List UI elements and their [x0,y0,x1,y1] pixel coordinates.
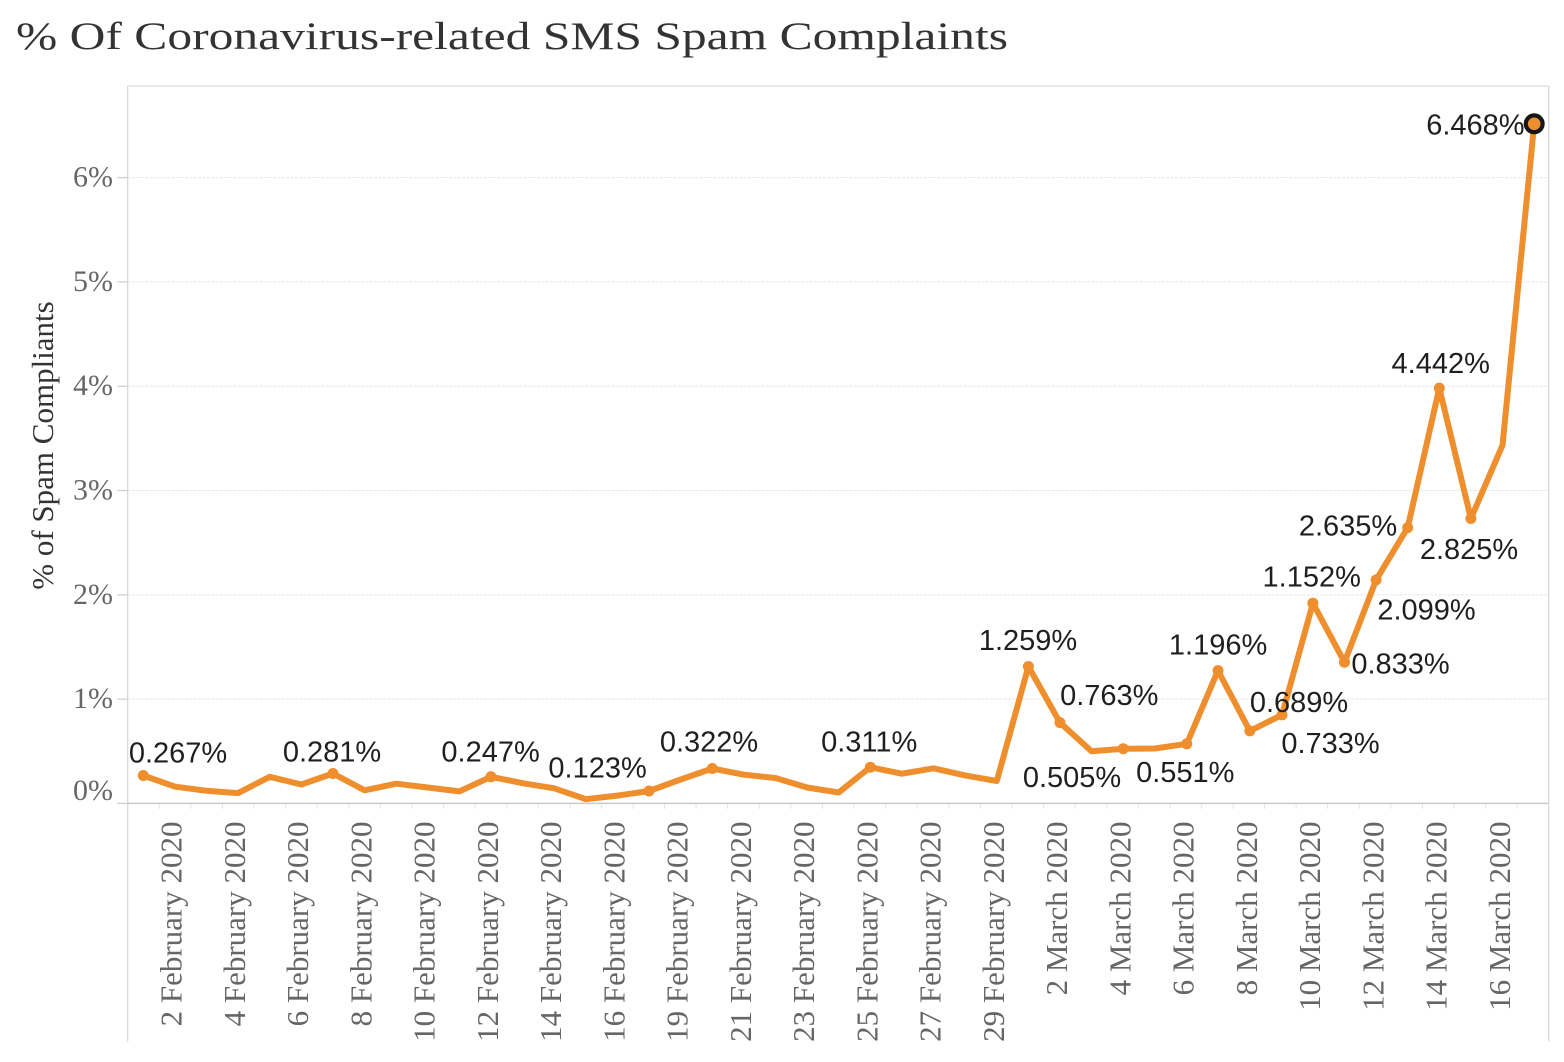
svg-text:0.281%: 0.281% [283,737,381,769]
svg-text:2.099%: 2.099% [1377,595,1475,627]
svg-text:0.123%: 0.123% [548,752,646,784]
svg-text:0.247%: 0.247% [441,737,539,769]
svg-text:% Of Coronavirus-related SMS S: % Of Coronavirus-related SMS Spam Compla… [16,14,1008,58]
svg-text:10 February 2020: 10 February 2020 [407,822,442,1042]
svg-text:19 February 2020: 19 February 2020 [660,822,695,1042]
svg-text:% of Spam Compliants: % of Spam Compliants [25,301,60,589]
svg-text:23 February 2020: 23 February 2020 [786,822,821,1042]
svg-text:0.505%: 0.505% [1023,762,1121,794]
svg-text:0.267%: 0.267% [129,738,227,770]
svg-text:0%: 0% [73,774,113,807]
svg-text:29 February 2020: 29 February 2020 [976,822,1011,1042]
svg-text:0.551%: 0.551% [1136,757,1234,789]
svg-text:4.442%: 4.442% [1392,348,1490,380]
svg-text:27 February 2020: 27 February 2020 [913,822,948,1042]
svg-text:0.833%: 0.833% [1351,649,1449,681]
svg-text:6.468%: 6.468% [1426,109,1524,141]
svg-text:12 March 2020: 12 March 2020 [1355,822,1390,1011]
svg-text:6%: 6% [73,161,113,194]
svg-text:0.733%: 0.733% [1281,728,1379,760]
svg-text:21 February 2020: 21 February 2020 [723,822,758,1042]
svg-text:8 March 2020: 8 March 2020 [1229,822,1264,996]
svg-text:1.259%: 1.259% [979,625,1077,657]
svg-text:0.763%: 0.763% [1060,680,1158,712]
svg-text:1.196%: 1.196% [1169,629,1267,661]
svg-text:2%: 2% [73,578,113,611]
svg-text:8 February 2020: 8 February 2020 [343,822,378,1027]
svg-text:12 February 2020: 12 February 2020 [470,822,505,1042]
svg-text:10 March 2020: 10 March 2020 [1292,822,1327,1011]
svg-text:0.689%: 0.689% [1250,687,1348,719]
svg-text:5%: 5% [73,265,113,298]
svg-text:6 February 2020: 6 February 2020 [280,822,315,1027]
svg-text:3%: 3% [73,474,113,507]
svg-text:16 March 2020: 16 March 2020 [1482,822,1517,1011]
svg-text:2.825%: 2.825% [1420,534,1518,566]
svg-text:6 March 2020: 6 March 2020 [1166,822,1201,996]
svg-text:1.152%: 1.152% [1263,561,1361,593]
svg-text:0.311%: 0.311% [821,727,917,759]
svg-text:2 March 2020: 2 March 2020 [1039,822,1074,996]
svg-text:4 February 2020: 4 February 2020 [217,822,252,1027]
svg-text:0.322%: 0.322% [660,727,758,759]
svg-text:25 February 2020: 25 February 2020 [849,822,884,1042]
svg-text:14 February 2020: 14 February 2020 [533,822,568,1042]
svg-text:16 February 2020: 16 February 2020 [596,822,631,1042]
svg-text:2.635%: 2.635% [1299,511,1397,543]
svg-text:4%: 4% [73,369,113,402]
svg-text:1%: 1% [73,682,113,715]
svg-text:4 March 2020: 4 March 2020 [1102,822,1137,996]
svg-text:2 February 2020: 2 February 2020 [154,822,189,1027]
svg-text:14 March 2020: 14 March 2020 [1419,822,1454,1011]
